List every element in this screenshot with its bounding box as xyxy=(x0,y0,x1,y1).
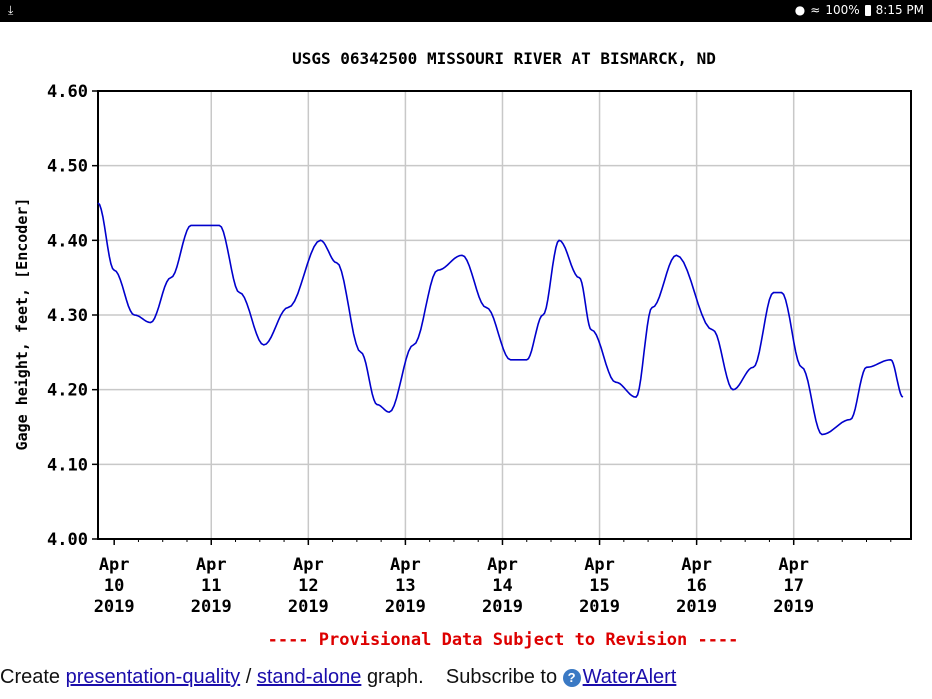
y-tick-label: 4.20 xyxy=(47,381,88,401)
y-axis-ticks: 4.60 4.50 4.40 4.30 4.20 4.10 4.00 xyxy=(47,82,98,550)
provisional-note: ---- Provisional Data Subject to Revisio… xyxy=(268,630,739,650)
x-tick-label: Apr xyxy=(681,555,712,575)
footer-create-text: Create xyxy=(0,666,61,688)
y-tick-label: 4.60 xyxy=(47,82,88,102)
x-tick-label: 2019 xyxy=(773,597,814,617)
footer-separator: / xyxy=(245,666,252,688)
y-tick-label: 4.50 xyxy=(47,157,88,177)
location-icon: ● xyxy=(794,3,806,17)
y-tick-label: 4.10 xyxy=(47,455,88,475)
y-tick-label: 4.00 xyxy=(47,530,88,550)
x-tick-label: 2019 xyxy=(288,597,329,617)
stand-alone-link[interactable]: stand-alone xyxy=(256,666,362,688)
footer-links: Create presentation-quality / stand-alon… xyxy=(0,666,932,694)
download-arrow-icon: ⤓ xyxy=(8,3,14,17)
y-axis-label: Gage height, feet, [Encoder] xyxy=(13,198,31,451)
battery-icon xyxy=(864,4,871,16)
x-tick-label: 16 xyxy=(686,576,706,596)
graph-title: USGS 06342500 MISSOURI RIVER AT BISMARCK… xyxy=(292,49,716,68)
footer-graph-text: graph. xyxy=(366,666,424,688)
x-tick-label: Apr xyxy=(487,555,518,575)
x-tick-label: 2019 xyxy=(191,597,232,617)
y-tick-label: 4.40 xyxy=(47,231,88,251)
help-question-icon[interactable]: ? xyxy=(562,669,581,687)
x-tick-label: Apr xyxy=(293,555,324,575)
grid-lines xyxy=(98,90,911,540)
x-tick-label: 2019 xyxy=(676,597,717,617)
status-bar: ⤓ ● ≈ 100% 8:15 PM xyxy=(0,0,932,22)
x-tick-label: 12 xyxy=(298,576,318,596)
x-tick-label: 2019 xyxy=(94,597,135,617)
wateralert-link[interactable]: WaterAlert xyxy=(582,666,677,688)
x-tick-label: 17 xyxy=(783,576,803,596)
gage-height-line xyxy=(97,202,904,436)
x-tick-label: 2019 xyxy=(385,597,426,617)
status-right: ● ≈ 100% 8:15 PM xyxy=(795,3,924,17)
x-tick-label: 14 xyxy=(492,576,512,596)
x-axis-ticks: Apr102019Apr112019Apr122019Apr132019Apr1… xyxy=(94,539,892,617)
clock-time: 8:15 PM xyxy=(875,3,924,17)
x-tick-label: 2019 xyxy=(579,597,620,617)
presentation-quality-link[interactable]: presentation-quality xyxy=(65,666,241,688)
x-tick-label: Apr xyxy=(778,555,809,575)
x-tick-label: 13 xyxy=(395,576,415,596)
x-tick-label: 10 xyxy=(104,576,124,596)
x-tick-label: Apr xyxy=(584,555,615,575)
x-tick-label: Apr xyxy=(196,555,227,575)
wifi-icon: ≈ xyxy=(810,3,821,17)
y-tick-label: 4.30 xyxy=(47,306,88,326)
x-tick-label: 2019 xyxy=(482,597,523,617)
x-tick-label: Apr xyxy=(390,555,421,575)
gage-height-graph: USGS 06342500 MISSOURI RIVER AT BISMARCK… xyxy=(13,49,912,650)
x-tick-label: 11 xyxy=(201,576,221,596)
footer-subscribe-text: Subscribe to xyxy=(445,666,558,688)
x-tick-label: 15 xyxy=(589,576,609,596)
x-tick-label: Apr xyxy=(99,555,130,575)
battery-level: 100% xyxy=(825,3,860,17)
